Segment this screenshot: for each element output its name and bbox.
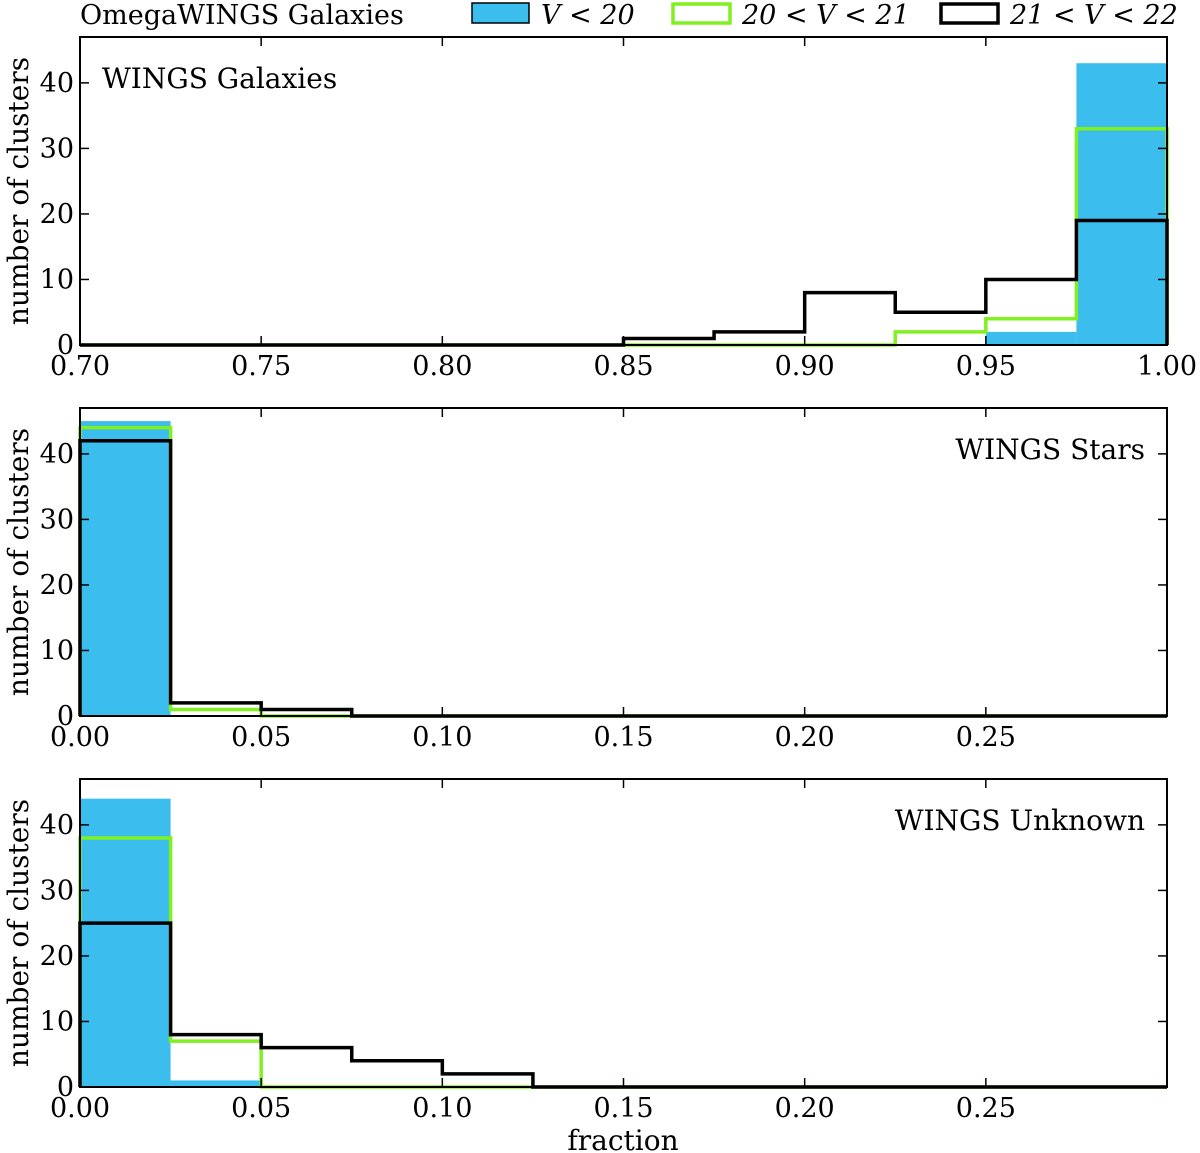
panel-wings-unknown: 0.00 0.05 0.10 0.15 0.20 0.25 0 10 20 30 40number … — [2, 778, 1168, 1124]
step-line-21-v-22 — [78, 439, 1167, 718]
step-line-20-v-21 — [80, 126, 1169, 347]
y-tick-label: 20 — [40, 570, 74, 601]
x-tick-label: 0.95 — [956, 351, 1016, 382]
step-line-20-v-21 — [78, 425, 1167, 718]
y-tick-label: 40 — [40, 68, 74, 99]
y-tick-label: 10 — [40, 1006, 74, 1037]
hist-bar-v-lt-20 — [170, 1080, 262, 1087]
y-tick-label: 20 — [40, 199, 74, 230]
x-tick-label: 0.75 — [231, 351, 291, 382]
x-axis-label: fraction — [567, 1124, 678, 1153]
x-tick-label: 0.90 — [775, 351, 835, 382]
step-line-21-v-22 — [78, 921, 1167, 1089]
panel-wings-stars: 0.00 0.05 0.10 0.15 0.20 0.25 0 10 20 30 40number … — [2, 407, 1168, 753]
x-tick-label: 0.00 — [50, 722, 110, 753]
legend-label-v-lt-20: V < 20 — [541, 0, 635, 31]
panel-title: WINGS Stars — [955, 433, 1145, 466]
panel-wings-galaxies: 0.70 0.75 0.80 0.85 0.90 0.95 1.00 0 10 20 30 40num… — [2, 36, 1197, 382]
y-tick-label: 40 — [40, 810, 74, 841]
x-tick-label: 0.70 — [50, 351, 110, 382]
x-tick-label: 0.15 — [593, 1093, 653, 1124]
x-tick-label: 1.00 — [1137, 351, 1197, 382]
hist-bar-v-lt-20 — [985, 331, 1077, 345]
x-tick-label: 0.20 — [775, 1093, 835, 1124]
x-tick-label: 0.15 — [593, 722, 653, 753]
legend-label-20-v-21: 20 < V < 21 — [741, 0, 910, 31]
x-tick-label: 0.00 — [50, 1093, 110, 1124]
x-tick-label: 0.85 — [593, 351, 653, 382]
y-axis-label: number of clusters — [2, 799, 35, 1067]
x-tick-label: 0.25 — [956, 1093, 1016, 1124]
x-tick-label: 0.20 — [775, 722, 835, 753]
y-axis-label: number of clusters — [2, 428, 35, 696]
hist-bar-v-lt-20 — [80, 421, 171, 716]
y-tick-label: 10 — [40, 635, 74, 666]
hist-bar-v-lt-20 — [1076, 63, 1167, 345]
y-axis-label: number of clusters — [2, 57, 35, 325]
y-tick-label: 10 — [40, 264, 74, 295]
y-tick-label: 0 — [57, 1072, 74, 1103]
x-tick-label: 0.10 — [412, 1093, 472, 1124]
legend-label-21-v-22: 21 < V < 22 — [1009, 0, 1178, 31]
y-tick-label: 30 — [40, 133, 74, 164]
legend-swatch-v-lt-20 — [471, 2, 530, 24]
x-tick-label: 0.10 — [412, 722, 472, 753]
panel-title: WINGS Galaxies — [102, 62, 337, 95]
x-tick-label: 0.05 — [231, 1093, 291, 1124]
y-tick-label: 20 — [40, 941, 74, 972]
step-line-20-v-21 — [78, 836, 1167, 1089]
legend: OmegaWINGS Galaxies V < 20 20 < V < 21 2… — [80, 0, 1178, 31]
y-tick-label: 30 — [40, 875, 74, 906]
y-tick-label: 0 — [57, 701, 74, 732]
x-tick-label: 0.05 — [231, 722, 291, 753]
panel-title: WINGS Unknown — [895, 804, 1145, 837]
step-line-21-v-22 — [80, 218, 1169, 347]
x-tick-label: 0.80 — [412, 351, 472, 382]
legend-swatch-21-v-22 — [939, 2, 1000, 25]
hist-bar-v-lt-20 — [80, 798, 171, 1087]
x-tick-label: 0.25 — [956, 722, 1016, 753]
legend-swatch-20-v-21 — [671, 2, 732, 25]
y-tick-label: 30 — [40, 504, 74, 535]
y-tick-label: 40 — [40, 439, 74, 470]
y-tick-label: 0 — [57, 330, 74, 361]
legend-title: OmegaWINGS Galaxies — [80, 0, 404, 31]
